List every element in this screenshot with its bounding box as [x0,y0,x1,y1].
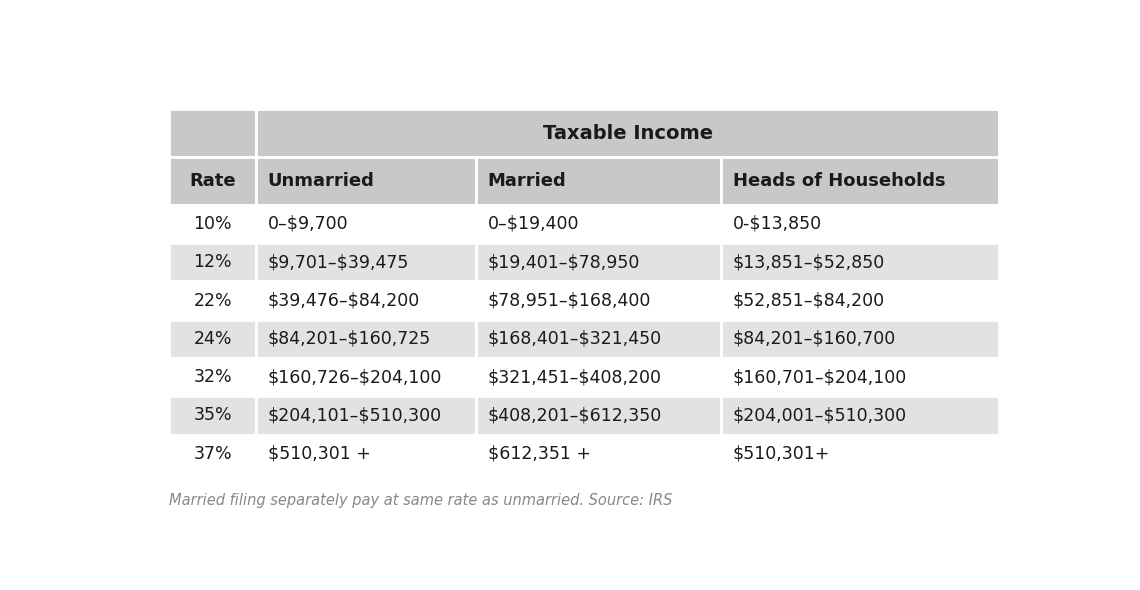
Text: 10%: 10% [194,215,231,233]
Bar [477,358,722,396]
Text: $160,701–$204,100: $160,701–$204,100 [733,368,907,386]
Bar [256,396,477,435]
Text: $510,301+: $510,301+ [733,445,830,463]
Text: $84,201–$160,700: $84,201–$160,700 [733,330,896,348]
Text: Rate: Rate [189,172,236,190]
Bar [169,157,256,205]
Text: $52,851–$84,200: $52,851–$84,200 [733,291,885,310]
Bar [256,281,477,320]
Text: 0-$13,850: 0-$13,850 [733,215,822,233]
Text: Married filing separately pay at same rate as unmarried. Source: IRS: Married filing separately pay at same ra… [169,493,673,507]
Bar [169,396,256,435]
Text: Married: Married [488,172,567,190]
Bar [169,109,256,157]
Text: 37%: 37% [194,445,231,463]
Text: $204,101–$510,300: $204,101–$510,300 [268,407,442,424]
Text: 24%: 24% [194,330,231,348]
Bar [722,396,1000,435]
Text: $78,951–$168,400: $78,951–$168,400 [488,291,651,310]
Bar [477,435,722,473]
Bar [477,243,722,281]
Text: 22%: 22% [194,291,231,310]
Bar [169,281,256,320]
Bar [722,205,1000,243]
Text: Heads of Households: Heads of Households [733,172,945,190]
Bar [477,396,722,435]
Text: $19,401–$78,950: $19,401–$78,950 [488,253,641,271]
Text: $160,726–$204,100: $160,726–$204,100 [268,368,442,386]
Bar [169,320,256,358]
Bar [256,205,477,243]
Bar [169,205,256,243]
Bar [256,358,477,396]
Text: 12%: 12% [194,253,231,271]
Bar [256,320,477,358]
Text: Taxable Income: Taxable Income [543,124,712,143]
Text: $13,851–$52,850: $13,851–$52,850 [733,253,885,271]
Bar [256,243,477,281]
Bar [256,435,477,473]
Bar [477,157,722,205]
Text: $39,476–$84,200: $39,476–$84,200 [268,291,420,310]
Text: Unmarried: Unmarried [268,172,375,190]
Bar [169,435,256,473]
Text: 35%: 35% [194,407,231,424]
Text: $408,201–$612,350: $408,201–$612,350 [488,407,662,424]
Text: $204,001–$510,300: $204,001–$510,300 [733,407,907,424]
Text: $9,701–$39,475: $9,701–$39,475 [268,253,409,271]
Bar [256,109,1000,157]
Bar [477,281,722,320]
Text: 32%: 32% [194,368,231,386]
Bar [722,435,1000,473]
Bar [477,205,722,243]
Text: 0–$9,700: 0–$9,700 [268,215,349,233]
Text: $84,201–$160,725: $84,201–$160,725 [268,330,431,348]
Text: $168,401–$321,450: $168,401–$321,450 [488,330,662,348]
Bar [722,358,1000,396]
Bar [722,281,1000,320]
Bar [169,243,256,281]
Text: 0–$19,400: 0–$19,400 [488,215,579,233]
Bar [722,157,1000,205]
Text: $321,451–$408,200: $321,451–$408,200 [488,368,662,386]
Text: $612,351 +: $612,351 + [488,445,591,463]
Bar [256,157,477,205]
Bar [722,320,1000,358]
Bar [477,320,722,358]
Bar [169,358,256,396]
Bar [722,243,1000,281]
Text: $510,301 +: $510,301 + [268,445,370,463]
